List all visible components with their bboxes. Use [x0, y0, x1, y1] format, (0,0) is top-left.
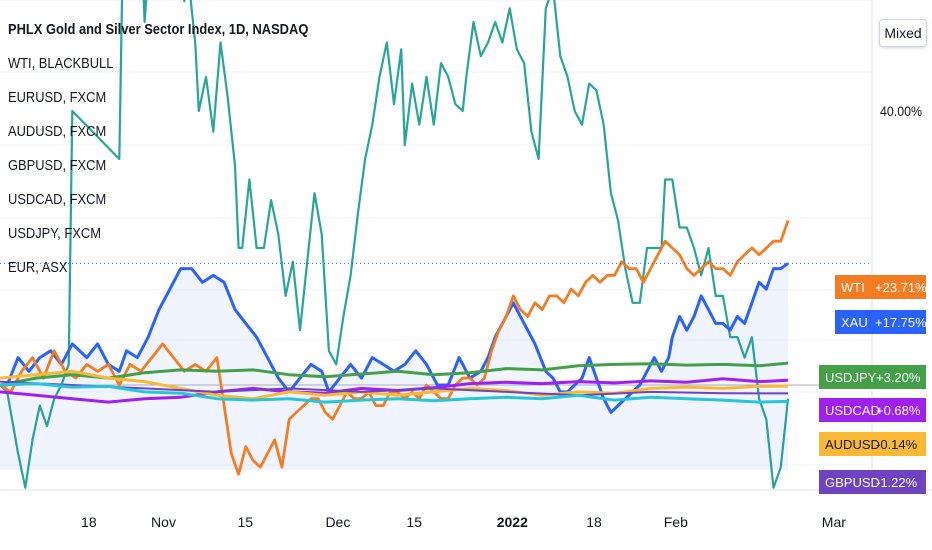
- x-tick-label: 15: [237, 514, 253, 530]
- x-tick-label: Feb: [664, 514, 688, 530]
- price-badge-symbol: WTI: [841, 279, 865, 295]
- legend-item-wti[interactable]: WTI, BLACKBULL: [8, 55, 114, 72]
- x-tick-label: Mar: [822, 514, 846, 530]
- price-badge-gbpusd: GBPUSD -1.22%: [819, 470, 926, 494]
- series-line-usdjpy: [0, 361, 789, 387]
- scale-mode-button[interactable]: Mixed: [879, 19, 927, 47]
- price-badge-usdjpy: USDJPY +3.20%: [819, 365, 926, 389]
- legend-item-eur[interactable]: EUR, ASX: [8, 259, 68, 276]
- series-line-xau-blue: [0, 262, 789, 414]
- legend-item-usdjpy[interactable]: USDJPY, FXCM: [8, 225, 101, 242]
- price-badge-value: +3.20%: [876, 369, 921, 385]
- series-line-gbpusd: [0, 380, 789, 397]
- x-tick-label: 15: [406, 514, 422, 530]
- price-badge-symbol: GBPUSD: [825, 474, 880, 490]
- price-badge-symbol: USDCAD: [825, 402, 880, 418]
- legend-item-gbpusd[interactable]: GBPUSD, FXCM: [8, 157, 107, 174]
- y-tick-label: 40.00%: [880, 103, 922, 119]
- x-tick-label: Nov: [151, 514, 176, 530]
- x-tick-label: Dec: [325, 514, 350, 530]
- legend-item-eurusd[interactable]: EURUSD, FXCM: [8, 89, 107, 106]
- x-tick-label: 18: [81, 514, 97, 530]
- x-tick-label: 2022: [497, 514, 528, 530]
- series-line-xau: [0, 0, 790, 489]
- price-badge-symbol: XAU: [841, 314, 868, 330]
- price-badge-symbol: AUDUSD: [825, 436, 880, 452]
- price-badge-value: -0.14%: [876, 436, 918, 452]
- series-legend: PHLX Gold and Silver Sector Index, 1D, N…: [8, 22, 357, 294]
- series-area-xau-blue: [0, 263, 788, 470]
- legend-item-usdcad[interactable]: USDCAD, FXCM: [8, 191, 107, 208]
- price-badge-usdcad: USDCAD +0.68%: [819, 398, 926, 422]
- legend-main-series[interactable]: PHLX Gold and Silver Sector Index, 1D, N…: [8, 21, 309, 38]
- price-badge-wti: WTI +23.71%: [835, 275, 927, 299]
- price-badge-symbol: USDJPY: [825, 369, 877, 385]
- price-badge-xau: XAU +17.75%: [835, 310, 927, 334]
- x-tick-label: 18: [586, 514, 602, 530]
- price-badge-value: -1.22%: [876, 474, 918, 490]
- series-line-audusd: [0, 369, 789, 401]
- series-line-eurusd: [0, 382, 789, 404]
- legend-item-audusd[interactable]: AUDUSD, FXCM: [8, 123, 107, 140]
- price-badge-audusd: AUDUSD -0.14%: [819, 432, 926, 456]
- price-badge-value: +0.68%: [876, 402, 921, 418]
- price-badge-value: +23.71%: [875, 279, 927, 295]
- price-badge-value: +17.75%: [875, 314, 927, 330]
